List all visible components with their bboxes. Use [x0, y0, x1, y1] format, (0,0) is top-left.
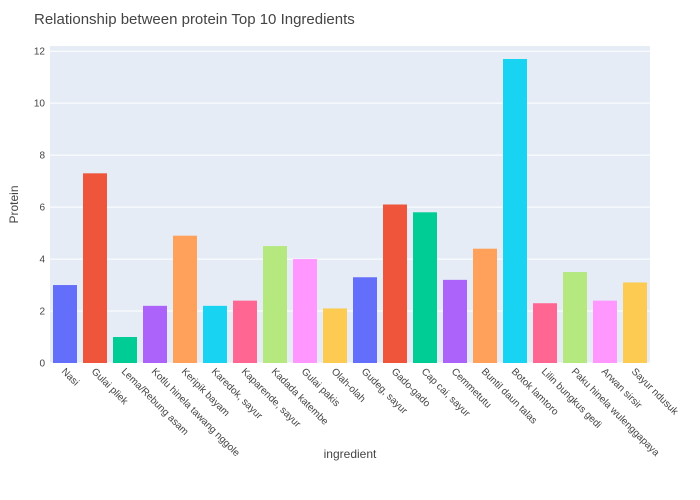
y-tick-label: 12 — [34, 47, 46, 58]
bar-15[interactable] — [503, 58, 527, 364]
bar-6[interactable] — [233, 300, 257, 363]
y-tick-label: 6 — [39, 203, 45, 214]
bar-10[interactable] — [353, 277, 377, 363]
bar-13[interactable] — [443, 279, 467, 363]
bar-12[interactable] — [413, 212, 437, 363]
x-tick-label: Nasi — [59, 366, 81, 388]
bar-4[interactable] — [173, 235, 197, 363]
y-tick-label: 8 — [39, 151, 45, 162]
bar-19[interactable] — [623, 282, 647, 363]
bars — [53, 58, 647, 364]
bar-0[interactable] — [53, 285, 77, 363]
y-tick-label: 10 — [34, 99, 46, 110]
bar-2[interactable] — [113, 337, 137, 363]
bar-3[interactable] — [143, 305, 167, 363]
bar-8[interactable] — [293, 259, 317, 363]
x-tick-label: Sayur ndusuk — [629, 366, 681, 418]
y-tick-label: 2 — [39, 307, 45, 318]
y-axis-ticks: 0 2 4 6 8 10 12 — [34, 47, 46, 370]
chart-title: Relationship between protein Top 10 Ingr… — [34, 11, 355, 28]
y-tick-label: 0 — [39, 359, 45, 370]
bar-11[interactable] — [383, 204, 407, 364]
bar-16[interactable] — [533, 303, 557, 363]
bar-7[interactable] — [263, 246, 287, 363]
bar-5[interactable] — [203, 305, 227, 363]
bar-9[interactable] — [323, 308, 347, 363]
x-axis-title: ingredient — [324, 447, 377, 461]
y-tick-label: 4 — [39, 255, 45, 266]
bar-1[interactable] — [83, 173, 107, 363]
bar-17[interactable] — [563, 272, 587, 363]
bar-14[interactable] — [473, 248, 497, 363]
bar-18[interactable] — [593, 300, 617, 363]
y-axis-title: Protein — [7, 185, 21, 223]
plot-area — [50, 46, 650, 363]
